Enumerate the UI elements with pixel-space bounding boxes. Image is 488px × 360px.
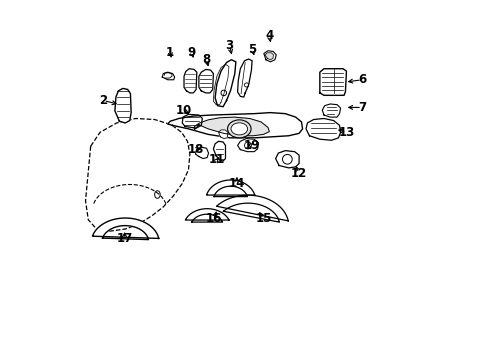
Polygon shape: [275, 150, 299, 168]
Text: 7: 7: [357, 101, 366, 114]
Polygon shape: [264, 51, 276, 62]
Polygon shape: [215, 60, 235, 107]
Text: 15: 15: [255, 212, 271, 225]
Text: 17: 17: [116, 232, 132, 245]
Polygon shape: [115, 89, 131, 123]
Polygon shape: [194, 117, 269, 136]
Polygon shape: [305, 118, 340, 140]
Ellipse shape: [230, 123, 247, 135]
Polygon shape: [213, 141, 225, 161]
Polygon shape: [182, 114, 202, 128]
Text: 4: 4: [264, 29, 273, 42]
Text: 2: 2: [99, 94, 107, 107]
Polygon shape: [167, 113, 302, 138]
Polygon shape: [185, 209, 228, 222]
Text: 9: 9: [187, 46, 195, 59]
Text: 13: 13: [338, 126, 354, 139]
Text: 19: 19: [243, 139, 259, 152]
Text: 10: 10: [176, 104, 192, 117]
Text: 1: 1: [166, 46, 174, 59]
Polygon shape: [322, 104, 340, 117]
Polygon shape: [195, 147, 208, 158]
Text: 5: 5: [248, 43, 256, 56]
Polygon shape: [264, 53, 273, 60]
Text: 8: 8: [202, 53, 210, 66]
Polygon shape: [213, 64, 228, 105]
Text: 12: 12: [290, 167, 306, 180]
Text: 18: 18: [187, 143, 203, 156]
Polygon shape: [319, 69, 346, 95]
Polygon shape: [92, 218, 159, 240]
Polygon shape: [216, 195, 287, 222]
Polygon shape: [218, 130, 227, 139]
Text: 14: 14: [228, 177, 244, 190]
Polygon shape: [237, 59, 252, 97]
Text: 11: 11: [208, 153, 224, 166]
Polygon shape: [199, 69, 213, 93]
Polygon shape: [162, 72, 174, 80]
Ellipse shape: [227, 120, 250, 138]
Polygon shape: [183, 69, 196, 93]
Polygon shape: [206, 180, 254, 197]
Text: 16: 16: [205, 212, 222, 225]
Text: 3: 3: [225, 39, 233, 53]
Text: 6: 6: [357, 73, 366, 86]
Polygon shape: [237, 139, 258, 152]
